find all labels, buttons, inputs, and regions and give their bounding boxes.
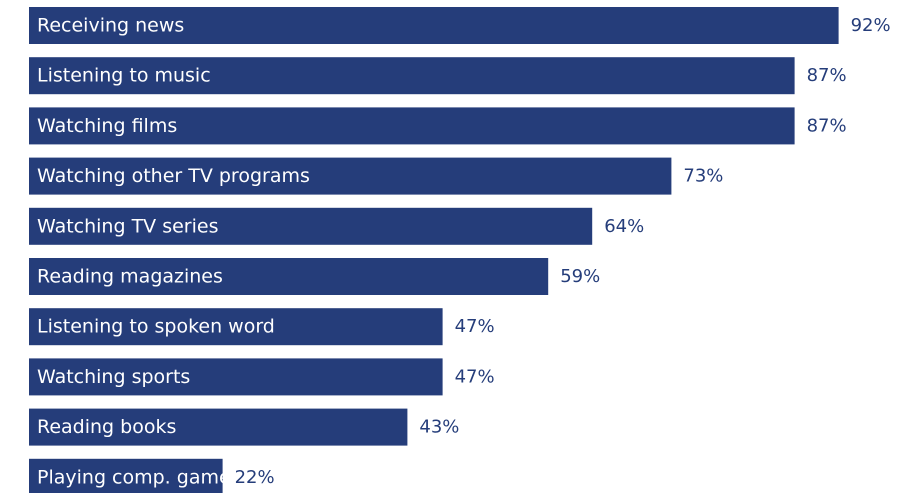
bar-row: Watching sports 47% (29, 358, 495, 396)
bar-value-label: 87% (807, 115, 847, 136)
bar (29, 408, 408, 446)
bar (29, 458, 223, 493)
bar-row: Watching TV series 64% (29, 207, 644, 245)
bar-category-label: Playing comp. games (37, 466, 241, 488)
bar-value-label: 59% (560, 266, 600, 287)
bar-row: Reading magazines 59% (29, 258, 600, 295)
bar-row: Watching other TV programs 73% (29, 157, 723, 195)
bar (29, 107, 795, 145)
bar-value-label: 47% (455, 316, 495, 337)
bar (29, 358, 443, 396)
bar-value-label: 73% (683, 166, 723, 187)
bar-value-label: 64% (604, 216, 644, 237)
bar-row: Listening to music 87% (29, 57, 847, 95)
bar-category-label: Listening to spoken word (37, 316, 275, 338)
bar-value-label: 87% (807, 65, 847, 86)
bar (29, 57, 795, 95)
bar-category-label: Listening to music (37, 65, 211, 87)
bar-category-label: Watching other TV programs (37, 165, 310, 187)
bar (29, 207, 593, 245)
bar-category-label: Reading magazines (37, 266, 223, 288)
bar-category-label: Watching TV series (37, 215, 218, 237)
bar-category-label: Reading books (37, 416, 176, 438)
bar-row: Watching films 87% (29, 107, 847, 145)
bar-category-label: Receiving news (37, 15, 184, 37)
bar-value-label: 22% (235, 467, 275, 488)
bar-value-label: 92% (851, 15, 891, 36)
bar-value-label: 43% (419, 417, 459, 438)
bar-row: Reading books 43% (29, 408, 459, 446)
bar-category-label: Watching films (37, 115, 177, 137)
bar (29, 157, 672, 195)
bar-row: Receiving news 92% (29, 7, 891, 44)
bar (29, 258, 549, 295)
bar-row: Listening to spoken word 47% (29, 308, 495, 346)
bar (29, 308, 443, 346)
bar-category-label: Watching sports (37, 366, 190, 388)
bar-value-label: 47% (455, 366, 495, 387)
bar (29, 7, 839, 44)
